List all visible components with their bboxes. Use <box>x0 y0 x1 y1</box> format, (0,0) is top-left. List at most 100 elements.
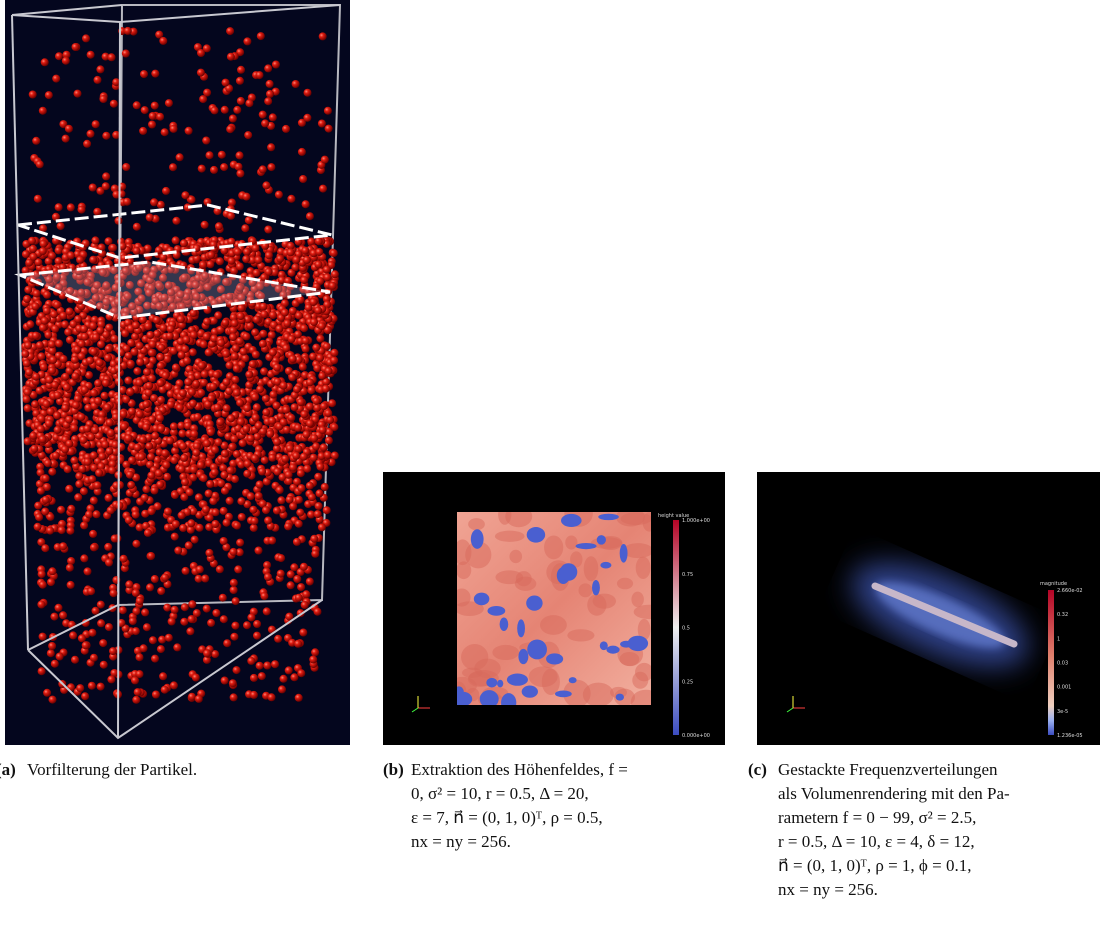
particle <box>291 263 299 271</box>
particle <box>23 295 31 303</box>
particle <box>223 378 231 386</box>
particle <box>26 320 34 328</box>
particle <box>72 401 80 409</box>
caption-line: r = 0.5, Δ = 10, ε = 4, δ = 12, <box>748 830 1010 854</box>
low-region <box>526 595 542 610</box>
particle <box>39 435 47 443</box>
particle <box>321 156 329 164</box>
particle <box>264 226 272 234</box>
texture-spot <box>621 512 652 525</box>
particle <box>87 51 95 59</box>
particle <box>287 195 295 203</box>
particle <box>302 345 310 353</box>
particle <box>71 372 79 380</box>
particle <box>216 565 224 573</box>
particle <box>134 444 142 452</box>
particle <box>102 379 110 387</box>
texture-spot <box>462 668 482 678</box>
particle <box>230 693 238 701</box>
particle <box>230 586 238 594</box>
particle <box>124 434 132 442</box>
particle <box>245 371 253 379</box>
particle <box>203 439 211 447</box>
particle <box>201 575 209 583</box>
low-region <box>561 514 582 527</box>
texture-spot <box>635 663 653 681</box>
particle <box>181 603 189 611</box>
particle <box>229 548 237 556</box>
particle <box>255 547 263 555</box>
caption-line: 0, σ² = 10, r = 0.5, Δ = 20, <box>383 782 628 806</box>
texture-spot <box>542 669 560 695</box>
particle <box>188 615 196 623</box>
particle <box>290 673 298 681</box>
particle <box>41 58 49 66</box>
particle <box>220 615 228 623</box>
particle <box>214 404 222 412</box>
particle <box>264 517 272 525</box>
particle <box>262 181 270 189</box>
particle <box>241 224 249 232</box>
particle <box>314 307 322 315</box>
particle <box>64 465 72 473</box>
colorbar-label: 2.660e-02 <box>1057 588 1083 594</box>
particle <box>300 453 308 461</box>
particle <box>298 148 306 156</box>
texture-spot <box>579 583 593 597</box>
particle <box>45 376 53 384</box>
particle <box>32 332 40 340</box>
particle <box>138 453 146 461</box>
particle <box>147 507 155 515</box>
particle <box>292 80 300 88</box>
particle <box>97 601 105 609</box>
particle <box>71 356 79 364</box>
particle <box>65 125 73 133</box>
particle <box>157 362 165 370</box>
particle <box>317 463 325 471</box>
particle <box>151 102 159 110</box>
particle <box>320 402 328 410</box>
particle <box>329 282 337 290</box>
particle <box>259 330 267 338</box>
particle <box>223 519 231 527</box>
low-region <box>555 690 572 697</box>
particle <box>265 251 273 259</box>
particle <box>32 373 40 381</box>
particle <box>286 496 294 504</box>
particle <box>174 547 182 555</box>
particle <box>131 676 139 684</box>
particle <box>127 360 135 368</box>
particle <box>178 511 186 519</box>
particle <box>273 364 281 372</box>
particle <box>105 559 113 567</box>
particle <box>310 535 318 543</box>
colorbar-label: 1 <box>1057 636 1060 642</box>
particle <box>203 318 211 326</box>
particle <box>110 589 118 597</box>
particle <box>51 325 59 333</box>
particle <box>297 583 305 591</box>
particle <box>198 165 206 173</box>
particle <box>312 442 320 450</box>
particle <box>296 509 304 517</box>
particle <box>195 695 203 703</box>
particle <box>288 335 296 343</box>
particle <box>325 436 333 444</box>
particle <box>65 485 73 493</box>
particle <box>223 404 231 412</box>
particle <box>324 107 332 115</box>
particle <box>215 222 223 230</box>
particle <box>200 340 208 348</box>
particle <box>56 653 64 661</box>
particle <box>37 487 45 495</box>
particle <box>71 656 79 664</box>
particle <box>273 438 281 446</box>
particle <box>256 71 264 79</box>
particle <box>194 413 202 421</box>
particle <box>76 684 84 692</box>
particle <box>242 425 250 433</box>
particle <box>233 450 241 458</box>
particle <box>195 493 203 501</box>
particle <box>24 388 32 396</box>
particle <box>170 456 178 464</box>
